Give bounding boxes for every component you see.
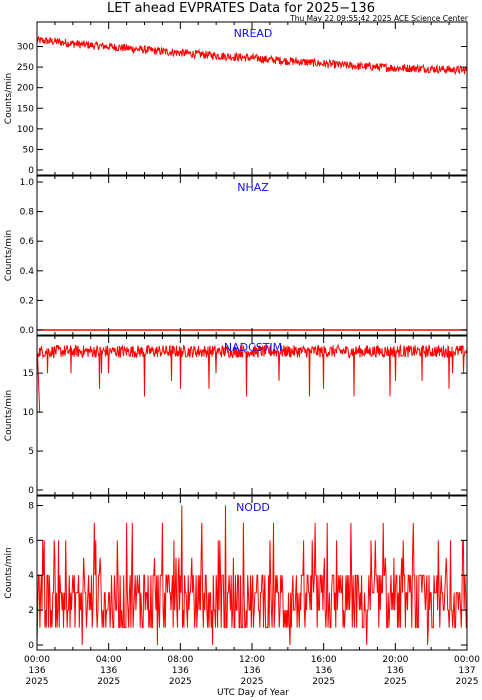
y-tick-label: 1.0	[20, 178, 35, 188]
panel-nadcstim: 0 5 10 15 Counts/min NADCSTIM	[4, 335, 468, 496]
x-tick-label: 2025	[456, 677, 479, 687]
y-tick-label: 8	[28, 501, 34, 511]
y-axis-label-nhaz: Counts/min	[4, 230, 14, 281]
x-tick-label: 00:00	[24, 655, 50, 665]
x-axis-labels: 00:00136202504:00136202508:00136202512:0…	[24, 655, 480, 687]
x-tick-label: 04:00	[96, 655, 122, 665]
y-tick-label: 150	[17, 104, 34, 114]
figure-title: LET ahead EVPRATES Data for 2025−136	[107, 1, 375, 16]
y-tick-label: 15	[23, 369, 34, 379]
series-line-nodd	[36, 505, 467, 646]
y-tick-label: 0.4	[20, 267, 35, 277]
y-tick-label: 200	[17, 84, 34, 94]
y-axis-label-nadcstim: Counts/min	[4, 390, 14, 441]
x-tick-label: 12:00	[239, 655, 265, 665]
series-line-nread	[36, 36, 468, 76]
x-tick-label: 2025	[26, 677, 49, 687]
panel-nodd: 0 2 4 6 8 Counts/min NODD	[4, 495, 468, 651]
x-tick-label: 2025	[169, 677, 192, 687]
x-tick-label: 16:00	[311, 655, 337, 665]
y-tick-label: 0.2	[20, 296, 34, 306]
y-axis-label-nread: Counts/min	[4, 73, 14, 124]
x-tick-label: 2025	[312, 677, 335, 687]
y-tick-label: 250	[17, 63, 34, 73]
y-tick-label: 300	[17, 43, 34, 53]
x-tick-label: 136	[172, 666, 189, 676]
x-tick-label: 136	[243, 666, 260, 676]
x-tick-label: 2025	[241, 677, 264, 687]
x-tick-label: 2025	[384, 677, 407, 687]
x-tick-label: 137	[458, 666, 475, 676]
panel-nread: 0 50 100 150 200 250 300 Counts/min NREAD	[4, 21, 468, 176]
y-tick-label: 50	[23, 145, 35, 155]
panel-label-nread: NREAD	[234, 27, 273, 40]
series-line-nadcstim	[36, 343, 468, 413]
y-tick-label: 0	[28, 486, 34, 496]
x-tick-label: 00:00	[454, 655, 480, 665]
y-axis-label-nodd: Counts/min	[4, 547, 14, 598]
y-tick-label: 0	[28, 166, 34, 176]
y-tick-label: 4	[28, 571, 34, 581]
x-axis-title: UTC Day of Year	[217, 688, 289, 698]
x-tick-label: 136	[315, 666, 332, 676]
x-tick-label: 136	[100, 666, 117, 676]
y-tick-label: 100	[17, 125, 34, 135]
y-tick-label: 6	[28, 536, 34, 546]
y-tick-label: 0.8	[20, 208, 35, 218]
panel-nhaz: 0.0 0.2 0.4 0.6 0.8 1.0 Counts/min NHAZ	[4, 175, 468, 336]
panels: 050100150200250300Counts/minNREAD0.00.20…	[4, 21, 468, 651]
y-tick-label: 0.0	[20, 326, 35, 336]
x-tick-label: 08:00	[167, 655, 193, 665]
y-tick-label: 10	[23, 408, 35, 418]
y-tick-label: 2	[28, 606, 34, 616]
x-tick-label: 136	[28, 666, 45, 676]
plot-frame-nhaz	[36, 175, 468, 336]
y-tick-label: 0.6	[20, 237, 35, 247]
x-tick-label: 20:00	[382, 655, 408, 665]
timestamp: Thu May 22 09:55:42 2025 ACE Science Cen…	[289, 14, 469, 23]
x-tick-label: 2025	[97, 677, 120, 687]
x-tick-label: 136	[387, 666, 404, 676]
y-tick-label: 5	[28, 447, 34, 457]
y-tick-label: 0	[28, 641, 34, 651]
panel-label-nadcstim: NADCSTIM	[224, 341, 282, 354]
panel-label-nodd: NODD	[236, 501, 270, 514]
panel-label-nhaz: NHAZ	[237, 181, 269, 194]
